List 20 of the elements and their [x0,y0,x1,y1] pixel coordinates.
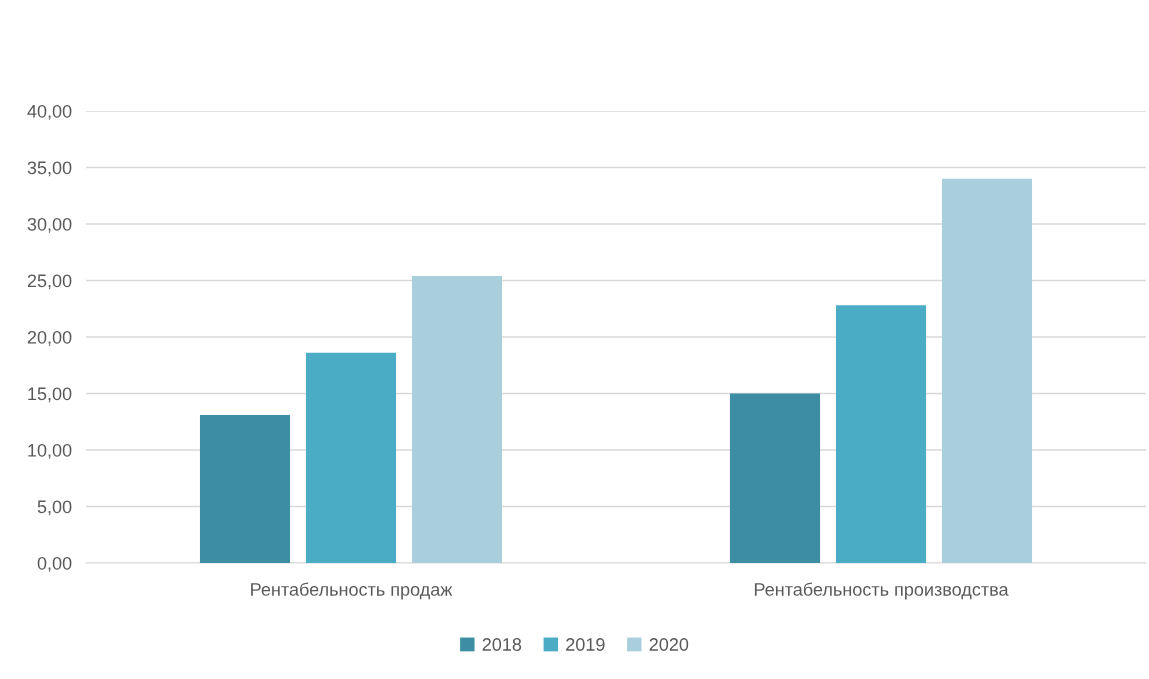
y-tick-label: 35,00 [27,161,72,177]
bar [305,352,397,563]
y-tick-label: 5,00 [37,500,72,516]
bar [835,305,927,563]
x-tick-label: Рентабельность продаж [251,582,453,600]
legend-label: 2018 [482,638,522,651]
y-tick-label: 40,00 [27,104,72,120]
y-tick-label: 20,00 [27,330,72,346]
legend-label: 2019 [566,638,605,651]
bar [729,393,821,563]
y-tick-label: 30,00 [27,217,72,233]
legend-label: 2020 [649,638,689,651]
bar [199,414,291,563]
y-tick-label: 15,00 [28,387,72,403]
y-tick-label: 10,00 [28,443,72,459]
bar [941,178,1033,563]
bar [411,275,503,563]
x-tick-label: Рентабельность производства [754,582,1009,600]
y-tick-label: 0,00 [37,556,72,572]
y-tick-label: 25,00 [27,274,72,290]
